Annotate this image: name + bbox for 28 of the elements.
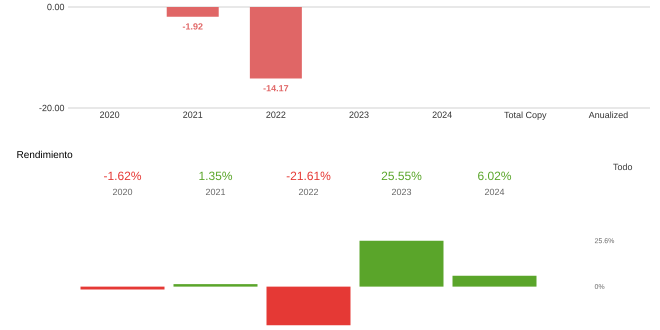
x-tick-label: 2021	[183, 112, 202, 118]
bar	[452, 276, 537, 287]
y-tick-label: -20.00	[39, 104, 64, 112]
x-tick-label: 2024	[484, 188, 504, 196]
text: Todo	[613, 163, 632, 170]
x-tick-label: Anualized	[588, 112, 628, 118]
x-tick-label: 2021	[206, 188, 226, 196]
x-tick-label: 2022	[266, 112, 286, 118]
x-tick-label: 2020	[112, 188, 132, 196]
bar	[80, 286, 165, 290]
bar	[360, 240, 444, 287]
bar	[174, 284, 258, 287]
data-label: 6.02%	[478, 172, 512, 180]
data-label: 1.35%	[199, 172, 232, 180]
bar	[266, 286, 351, 326]
data-label: -14.17	[263, 85, 288, 92]
data-label: -1.92	[182, 23, 203, 30]
data-label: 25.55%	[382, 172, 422, 180]
chart-title: Rendimiento	[17, 150, 72, 158]
y-tick-label: 0.00	[47, 4, 64, 10]
x-tick-label: 2020	[100, 112, 120, 118]
data-label: -21.61%	[286, 172, 330, 180]
x-tick-label: 2023	[349, 112, 369, 118]
x-tick-label: 2022	[298, 188, 318, 196]
x-tick-label: 2024	[432, 112, 452, 118]
x-tick-label: 2023	[392, 188, 412, 196]
x-tick-label: Total Copy	[504, 112, 547, 120]
data-label: -1.62%	[104, 172, 142, 180]
